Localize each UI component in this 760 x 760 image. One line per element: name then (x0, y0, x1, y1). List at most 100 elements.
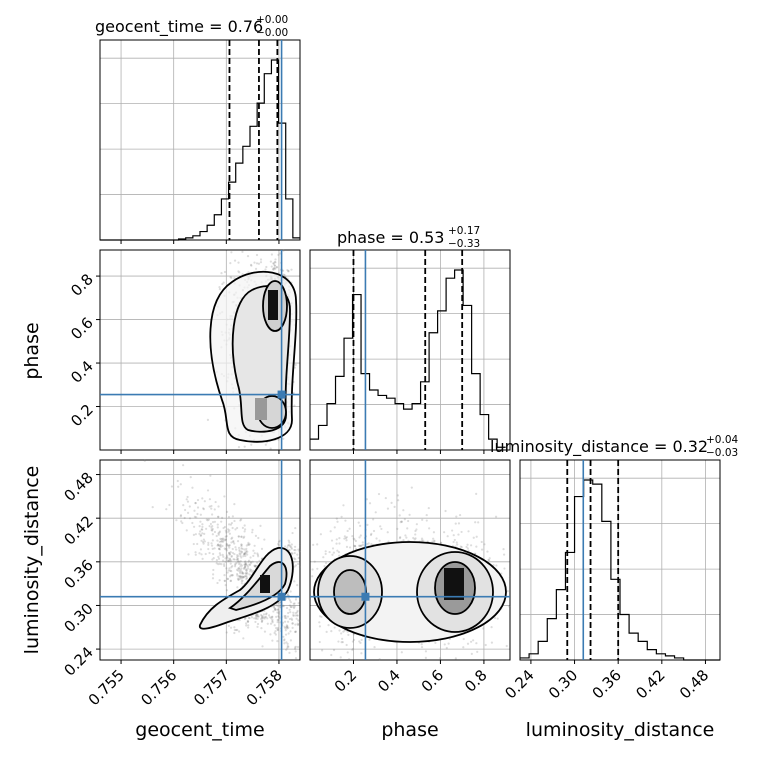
sample-point (351, 647, 355, 650)
sample-point (294, 363, 297, 366)
sample-point (228, 523, 231, 526)
sample-point (210, 526, 213, 529)
sample-point (192, 533, 195, 537)
sample-point (207, 543, 210, 547)
sample-point (206, 519, 209, 522)
sample-point (180, 520, 183, 523)
sample-point (276, 605, 279, 608)
sample-point (330, 653, 333, 657)
sample-point (292, 606, 296, 610)
sample-point (272, 268, 275, 271)
sample-point (289, 611, 292, 614)
sample-point (211, 529, 214, 532)
sample-point (281, 621, 285, 624)
sample-point (215, 562, 218, 565)
sample-point (252, 549, 255, 552)
sample-point (236, 628, 239, 632)
sample-point (206, 418, 210, 422)
sample-point (238, 568, 241, 571)
sample-point (201, 525, 204, 528)
sample-point (231, 515, 234, 518)
sample-point (229, 569, 232, 572)
sample-point (278, 610, 281, 613)
sample-point (265, 613, 268, 616)
sample-point (414, 533, 417, 536)
sample-point (298, 549, 302, 552)
sample-point (226, 577, 230, 581)
sample-point (289, 639, 292, 642)
sample-point (240, 575, 243, 579)
sample-point (209, 474, 212, 477)
sample-point (224, 557, 227, 560)
sample-point (452, 534, 455, 537)
sample-point (274, 258, 277, 261)
sample-point (290, 605, 293, 609)
sample-point (241, 571, 244, 575)
sample-point (288, 544, 292, 547)
sample-point (293, 580, 296, 583)
sample-point (236, 586, 239, 589)
sample-point (225, 549, 229, 552)
sample-point (227, 544, 230, 547)
sample-point (243, 563, 246, 566)
sample-point (218, 547, 221, 550)
sample-point (283, 642, 286, 645)
sample-point (229, 276, 232, 279)
sample-point (229, 579, 232, 583)
sample-point (400, 520, 403, 523)
y-tick-label: 0.8 (67, 270, 97, 300)
sample-point (455, 515, 458, 518)
sample-point (285, 648, 288, 651)
sample-point (229, 262, 232, 265)
sample-point (269, 633, 272, 636)
sample-point (272, 267, 275, 270)
sample-point (257, 555, 260, 558)
x-tick-label: 0.30 (545, 666, 581, 702)
sample-point (296, 614, 299, 617)
sample-point (256, 613, 259, 616)
sample-point (261, 645, 264, 648)
sample-point (179, 483, 182, 486)
sample-point (217, 543, 220, 546)
sample-point (345, 536, 348, 539)
sample-point (242, 575, 245, 579)
sample-point (242, 567, 246, 570)
sample-point (199, 530, 202, 533)
sample-point (256, 622, 260, 626)
sample-point (225, 544, 228, 547)
sample-point (228, 553, 232, 556)
sample-point (233, 565, 237, 568)
sample-point (266, 622, 269, 625)
sample-point (208, 525, 211, 528)
sample-point (284, 615, 287, 618)
sample-point (165, 508, 168, 511)
sample-point (222, 281, 225, 284)
sample-point (194, 501, 197, 505)
sample-point (251, 570, 254, 573)
sample-point (276, 628, 279, 632)
sample-point (286, 647, 289, 650)
sample-point (272, 262, 275, 265)
sample-point (313, 560, 316, 563)
sample-point (223, 579, 226, 582)
sample-point (244, 528, 247, 531)
sample-point (237, 575, 241, 578)
sample-point (290, 618, 294, 621)
sample-point (260, 616, 264, 619)
sample-point (276, 618, 279, 622)
sample-point (228, 557, 231, 560)
sample-point (480, 548, 484, 551)
sample-point (297, 619, 300, 622)
sample-point (244, 565, 247, 568)
sample-point (223, 525, 226, 529)
sample-point (291, 552, 294, 555)
sample-point (213, 547, 216, 550)
sample-point (240, 551, 244, 554)
sample-point (457, 533, 460, 536)
sample-point (294, 650, 297, 653)
sample-point (276, 628, 279, 631)
sample-point (286, 645, 289, 648)
sample-point (224, 560, 227, 563)
sample-point (228, 532, 231, 535)
